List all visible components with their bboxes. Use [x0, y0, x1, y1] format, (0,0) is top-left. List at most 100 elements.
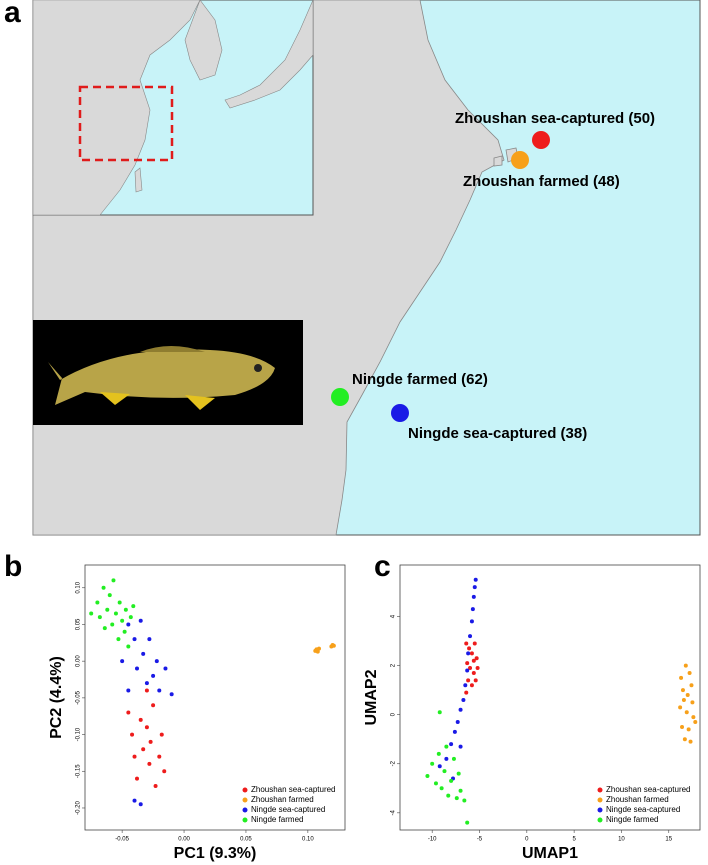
point — [148, 739, 153, 744]
point — [132, 798, 137, 803]
legend-label: Zhoushan farmed — [251, 795, 314, 804]
point — [472, 585, 477, 590]
point — [153, 783, 158, 788]
point — [679, 675, 684, 680]
inset-region — [78, 85, 174, 162]
point — [159, 732, 164, 737]
x-tick-label: 0.10 — [302, 837, 314, 843]
inset-land — [32, 0, 201, 216]
site-marker — [391, 404, 409, 422]
panel-label: a — [4, 0, 21, 29]
point — [116, 637, 121, 642]
point — [107, 593, 112, 598]
point — [101, 585, 106, 590]
point — [151, 673, 156, 678]
point — [690, 700, 695, 705]
point — [442, 769, 447, 774]
point — [682, 737, 687, 742]
y-tick-label: -4 — [391, 809, 397, 815]
point — [462, 798, 467, 803]
point — [425, 774, 430, 779]
point — [688, 739, 693, 744]
point — [691, 715, 696, 720]
point — [466, 678, 471, 683]
point — [444, 756, 449, 761]
point — [471, 594, 476, 599]
point — [683, 663, 688, 668]
point — [471, 670, 476, 675]
y-tick-label: -0.05 — [76, 690, 82, 704]
point — [430, 761, 435, 766]
point — [163, 666, 168, 671]
point — [436, 751, 441, 756]
site-marker — [532, 131, 550, 149]
point — [151, 703, 156, 708]
point — [128, 615, 133, 620]
legend-label: Ningde farmed — [251, 815, 303, 824]
point — [467, 646, 472, 651]
point — [144, 681, 149, 686]
point — [449, 778, 454, 783]
point — [680, 724, 685, 729]
point — [469, 683, 474, 688]
point — [120, 618, 125, 623]
x-axis-label: UMAP1 — [522, 845, 578, 862]
x-tick-label: 15 — [665, 837, 672, 843]
x-tick-label: -5 — [477, 837, 483, 843]
legend-swatch — [597, 807, 603, 813]
site-label: Zhoushan farmed (48) — [463, 173, 620, 190]
inset-taiwan — [134, 167, 143, 193]
point — [473, 577, 478, 582]
point — [468, 634, 473, 639]
plot-area — [399, 564, 701, 831]
point — [157, 688, 162, 693]
point — [678, 705, 683, 710]
point — [471, 658, 476, 663]
point — [147, 761, 152, 766]
point — [141, 747, 146, 752]
legend-label: Ningde sea-captured — [251, 805, 325, 814]
point — [465, 661, 470, 666]
point — [437, 710, 442, 715]
point — [141, 651, 146, 656]
point — [105, 607, 110, 612]
point — [132, 637, 137, 642]
y-tick-label: -0.20 — [76, 800, 82, 814]
point — [132, 754, 137, 759]
point — [437, 764, 442, 769]
point — [464, 690, 469, 695]
y-axis-label: UMAP2 — [363, 669, 380, 725]
point — [144, 725, 149, 730]
point — [469, 651, 474, 656]
point — [317, 646, 321, 651]
point — [444, 744, 449, 749]
point — [157, 754, 162, 759]
x-axis-label: PC1 (9.3%) — [174, 845, 257, 862]
point — [463, 683, 468, 688]
legend-label: Zhoushan farmed — [606, 795, 669, 804]
site-marker — [331, 388, 349, 406]
point — [169, 692, 174, 697]
y-tick-label: 2 — [391, 663, 397, 667]
y-tick-label: 0.00 — [76, 655, 82, 667]
point — [331, 643, 336, 648]
point — [681, 697, 686, 702]
point — [126, 622, 131, 627]
point — [117, 600, 122, 605]
y-tick-label: 0 — [391, 712, 397, 716]
point — [466, 651, 471, 656]
legend-swatch — [597, 787, 603, 793]
point — [468, 666, 473, 671]
point — [126, 644, 131, 649]
site-label: Ningde sea-captured (38) — [408, 425, 587, 442]
point — [689, 683, 694, 688]
point — [454, 796, 459, 801]
legend-label: Zhoushan sea-captured — [606, 785, 691, 794]
site-marker — [511, 151, 529, 169]
legend-label: Zhoushan sea-captured — [251, 785, 336, 794]
point — [138, 802, 143, 807]
point — [458, 744, 463, 749]
point — [110, 622, 115, 627]
point — [461, 697, 466, 702]
legend-label: Ningde farmed — [606, 815, 658, 824]
